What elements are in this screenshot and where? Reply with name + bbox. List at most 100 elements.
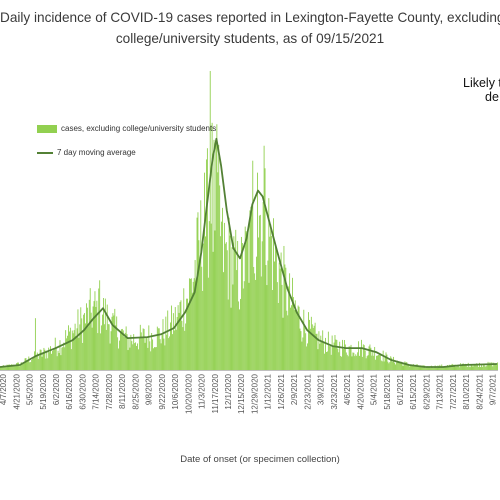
bar bbox=[257, 237, 259, 370]
bar bbox=[415, 364, 417, 370]
bar bbox=[165, 316, 167, 370]
bar bbox=[194, 260, 196, 370]
legend-swatch-moving-average bbox=[37, 151, 53, 154]
bar bbox=[100, 333, 102, 370]
bar bbox=[334, 335, 336, 370]
bar bbox=[138, 337, 140, 370]
bar bbox=[120, 332, 121, 370]
bar bbox=[391, 357, 393, 370]
bar bbox=[88, 299, 90, 370]
bar bbox=[390, 356, 392, 370]
bar bbox=[290, 307, 292, 370]
bar bbox=[45, 358, 47, 370]
bar bbox=[346, 354, 348, 370]
bar bbox=[401, 362, 403, 370]
bar bbox=[448, 364, 450, 370]
bar bbox=[16, 363, 17, 370]
bar bbox=[422, 365, 424, 370]
bar bbox=[96, 300, 98, 370]
bar bbox=[265, 265, 267, 370]
bar bbox=[17, 362, 18, 370]
bar bbox=[158, 328, 160, 370]
bar bbox=[141, 337, 143, 370]
bar bbox=[375, 359, 377, 370]
bar bbox=[83, 314, 85, 370]
bar bbox=[210, 223, 212, 370]
bar bbox=[27, 360, 29, 370]
bar bbox=[477, 364, 479, 370]
bar bbox=[213, 139, 215, 370]
bar bbox=[283, 245, 285, 370]
bar bbox=[85, 303, 87, 370]
bar bbox=[78, 337, 80, 370]
bar bbox=[331, 335, 333, 370]
bar bbox=[9, 364, 11, 370]
bar bbox=[480, 366, 481, 370]
x-tick-label: 7/14/2020 bbox=[92, 373, 101, 409]
bar bbox=[244, 226, 246, 370]
bar bbox=[374, 346, 376, 370]
bar bbox=[144, 342, 146, 370]
bar bbox=[180, 300, 182, 370]
bar bbox=[289, 273, 291, 370]
x-tick-label: 11/17/2020 bbox=[211, 373, 220, 413]
bar bbox=[25, 358, 27, 370]
bar bbox=[212, 251, 214, 370]
bar bbox=[269, 236, 271, 370]
bar bbox=[476, 363, 478, 370]
bar bbox=[67, 335, 68, 370]
bar bbox=[483, 365, 485, 370]
bar bbox=[92, 306, 94, 370]
bar bbox=[287, 315, 289, 370]
bar bbox=[153, 348, 154, 370]
bar bbox=[131, 341, 133, 370]
bar bbox=[491, 362, 493, 370]
bar bbox=[336, 339, 338, 370]
bar bbox=[225, 242, 227, 370]
bar bbox=[182, 327, 184, 370]
chart-title-line-1: Daily incidence of COVID-19 cases report… bbox=[0, 10, 500, 25]
bar bbox=[493, 362, 495, 370]
bar bbox=[486, 365, 488, 370]
bar bbox=[452, 364, 454, 370]
bar bbox=[160, 343, 162, 370]
bar bbox=[250, 206, 252, 370]
bar bbox=[19, 364, 21, 370]
bar bbox=[431, 367, 433, 370]
bar bbox=[381, 361, 383, 370]
bar bbox=[199, 258, 201, 370]
bar bbox=[411, 365, 412, 370]
bar bbox=[468, 366, 470, 370]
bar bbox=[261, 241, 263, 370]
bar bbox=[86, 307, 88, 370]
bar bbox=[352, 352, 354, 370]
bar bbox=[463, 365, 465, 370]
bar bbox=[132, 344, 134, 370]
bar bbox=[103, 324, 105, 370]
bar bbox=[26, 361, 28, 370]
legend-label-moving-average: 7 day moving average bbox=[57, 148, 136, 157]
bar bbox=[413, 365, 415, 370]
moving-average-line bbox=[0, 137, 498, 368]
chart-title-line-2: college/university students, as of 09/15… bbox=[115, 31, 385, 46]
x-tick-label: 5/4/2021 bbox=[370, 373, 379, 405]
bar bbox=[306, 346, 308, 370]
bar bbox=[68, 331, 70, 370]
bar bbox=[107, 324, 109, 370]
bar bbox=[61, 347, 63, 370]
bar bbox=[446, 365, 448, 370]
bar bbox=[291, 305, 292, 370]
bar bbox=[288, 286, 290, 370]
bar bbox=[323, 342, 325, 370]
x-tick-label: 6/15/2021 bbox=[409, 373, 418, 409]
bar bbox=[266, 285, 268, 370]
bar bbox=[56, 356, 58, 370]
bar bbox=[366, 356, 368, 370]
bar bbox=[264, 168, 266, 370]
bar bbox=[106, 304, 108, 370]
bar bbox=[450, 364, 452, 370]
bar bbox=[474, 364, 476, 370]
bar bbox=[412, 364, 414, 370]
bar bbox=[198, 240, 200, 370]
bar bbox=[76, 328, 78, 370]
